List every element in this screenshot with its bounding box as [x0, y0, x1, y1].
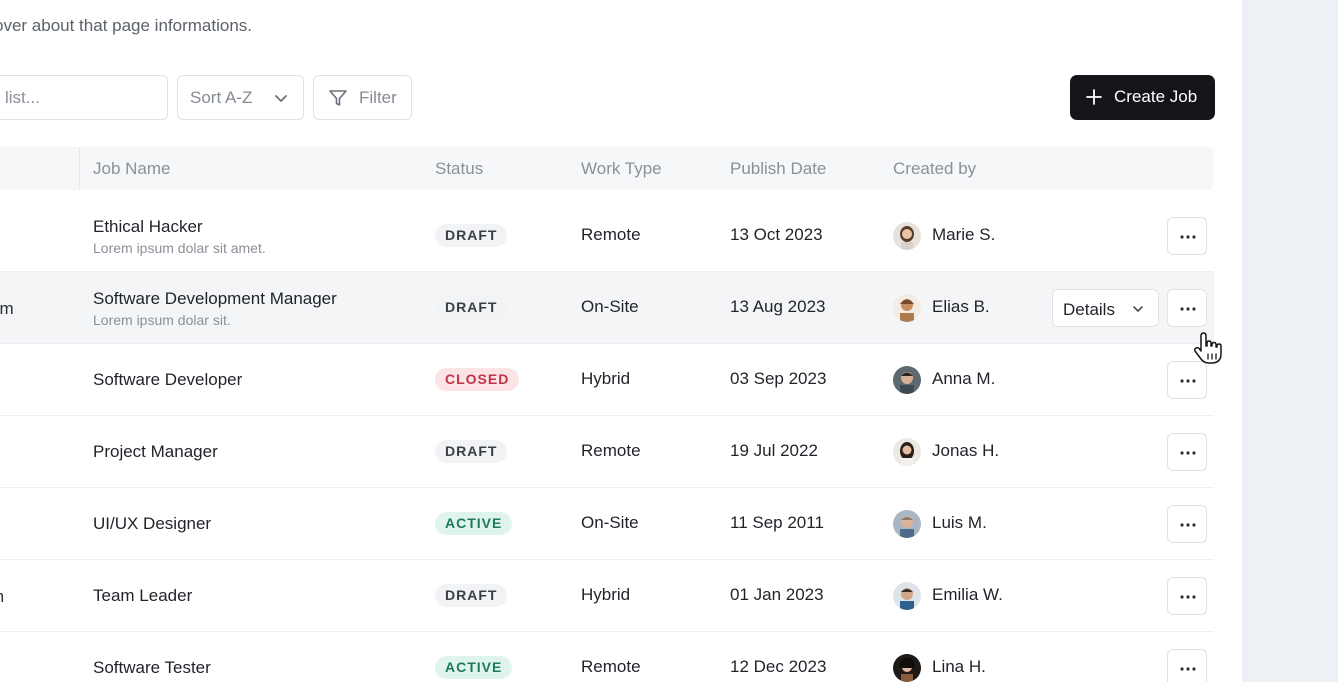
details-button[interactable]: Details: [1052, 289, 1159, 327]
publish-date: 13 Oct 2023: [730, 225, 823, 244]
creator-name: Anna M.: [932, 369, 996, 388]
plus-icon: [1086, 89, 1102, 105]
more-actions-button[interactable]: [1167, 433, 1207, 471]
sort-label: Sort A-Z: [190, 88, 253, 107]
status-badge: DRAFT: [435, 224, 508, 247]
more-horizontal-icon: [1180, 523, 1196, 527]
header-divider: [79, 147, 80, 190]
work-type: Remote: [581, 225, 641, 244]
more-horizontal-icon: [1180, 451, 1196, 455]
table-row[interactable]: um Software Development Manager Lorem ip…: [0, 272, 1214, 344]
work-type: Remote: [581, 657, 641, 676]
details-label: Details: [1063, 300, 1115, 319]
table-header: Job Name Status Work Type Publish Date C…: [0, 147, 1214, 190]
job-name: Software Developer: [93, 370, 243, 389]
job-name: Team Leader: [93, 586, 193, 605]
filter-icon: [329, 90, 347, 106]
avatar: [893, 366, 921, 394]
row-cutoff-text: um: [0, 299, 14, 318]
work-type: Hybrid: [581, 585, 631, 604]
table-row[interactable]: UI/UX Designer ACTIVE On-Site 11 Sep 201…: [0, 488, 1214, 560]
work-type: On-Site: [581, 513, 639, 532]
column-status[interactable]: Status: [435, 159, 484, 178]
creator-name: Jonas H.: [932, 441, 1000, 460]
create-job-button[interactable]: Create Job: [1070, 75, 1215, 120]
status-badge: DRAFT: [435, 440, 508, 463]
table-row[interactable]: m Team Leader DRAFT Hybrid 01 Jan 2023 E…: [0, 560, 1214, 632]
status-badge: ACTIVE: [435, 512, 513, 535]
creator-name: Marie S.: [932, 225, 996, 244]
status-badge: DRAFT: [435, 296, 508, 319]
column-publish-date[interactable]: Publish Date: [730, 159, 827, 178]
column-created-by[interactable]: Created by: [893, 159, 977, 178]
row-cutoff-text: m: [0, 587, 4, 607]
more-actions-button[interactable]: [1167, 289, 1207, 327]
job-description: Lorem ipsum dolar sit.: [93, 312, 231, 328]
avatar: [893, 654, 921, 682]
avatar: [893, 582, 921, 610]
more-horizontal-icon: [1180, 667, 1196, 671]
more-actions-button[interactable]: [1167, 649, 1207, 682]
publish-date: 03 Sep 2023: [730, 369, 827, 388]
avatar: [893, 294, 921, 322]
chevron-down-icon: [1133, 306, 1143, 312]
publish-date: 13 Aug 2023: [730, 297, 826, 316]
side-panel: [1242, 0, 1338, 682]
sort-select[interactable]: Sort A-Z: [177, 75, 304, 120]
more-actions-button[interactable]: [1167, 361, 1207, 399]
publish-date: 19 Jul 2022: [730, 441, 818, 460]
table-row[interactable]: Software Developer CLOSED Hybrid 03 Sep …: [0, 344, 1214, 416]
creator-name: Elias B.: [932, 297, 990, 316]
job-description: Lorem ipsum dolar sit amet.: [93, 240, 266, 256]
search-placeholder: list...: [5, 88, 40, 107]
creator-name: Emilia W.: [932, 585, 1003, 604]
creator-name: Luis M.: [932, 513, 987, 532]
publish-date: 11 Sep 2011: [730, 513, 824, 532]
avatar: [893, 438, 921, 466]
avatar: [893, 222, 921, 250]
status-badge: DRAFT: [435, 584, 508, 607]
more-actions-button[interactable]: [1167, 505, 1207, 543]
publish-date: 01 Jan 2023: [730, 585, 824, 604]
search-input[interactable]: list...: [0, 75, 168, 120]
more-actions-button[interactable]: [1167, 577, 1207, 615]
filter-label: Filter: [359, 88, 397, 107]
job-name: Project Manager: [93, 442, 218, 461]
work-type: Hybrid: [581, 369, 631, 388]
page-subtitle: over about that page informations.: [0, 16, 252, 35]
more-horizontal-icon: [1180, 307, 1196, 311]
job-name: Ethical Hacker: [93, 217, 203, 236]
column-work-type[interactable]: Work Type: [581, 159, 662, 178]
more-horizontal-icon: [1180, 379, 1196, 383]
publish-date: 12 Dec 2023: [730, 657, 827, 676]
work-type: On-Site: [581, 297, 639, 316]
job-name: Software Tester: [93, 658, 211, 677]
table-row[interactable]: Project Manager DRAFT Remote 19 Jul 2022…: [0, 416, 1214, 488]
status-badge: CLOSED: [435, 368, 520, 391]
more-actions-button[interactable]: [1167, 217, 1207, 255]
filter-button[interactable]: Filter: [313, 75, 412, 120]
job-name: Software Development Manager: [93, 289, 337, 308]
table-row[interactable]: Software Tester ACTIVE Remote 12 Dec 202…: [0, 632, 1214, 682]
more-horizontal-icon: [1180, 235, 1196, 239]
more-horizontal-icon: [1180, 595, 1196, 599]
hand-pointer-icon: [1193, 332, 1222, 364]
table-row[interactable]: Ethical Hacker Lorem ipsum dolar sit ame…: [0, 200, 1214, 272]
status-badge: ACTIVE: [435, 656, 513, 679]
job-name: UI/UX Designer: [93, 514, 212, 533]
avatar: [893, 510, 921, 538]
create-job-label: Create Job: [1114, 87, 1198, 106]
chevron-down-icon: [275, 95, 287, 102]
work-type: Remote: [581, 441, 641, 460]
creator-name: Lina H.: [932, 657, 986, 676]
column-job-name[interactable]: Job Name: [93, 159, 171, 178]
